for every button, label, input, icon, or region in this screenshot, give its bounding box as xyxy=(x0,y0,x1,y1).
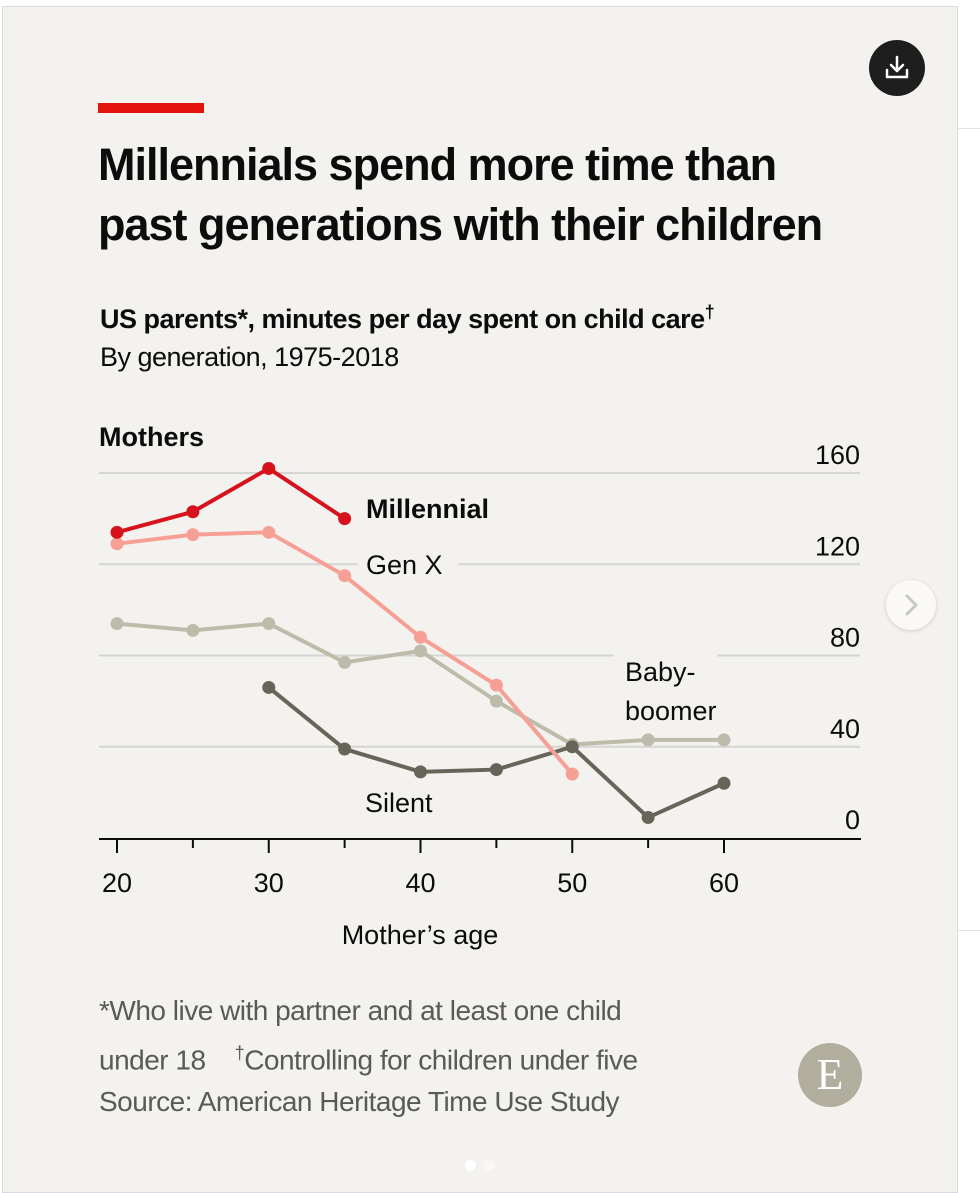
footnote-2b: Controlling for children under five xyxy=(244,1044,638,1076)
data-point-baby-boomer xyxy=(717,733,731,747)
economist-logo: E xyxy=(798,1043,862,1107)
data-point-baby-boomer xyxy=(489,694,503,708)
data-point-baby-boomer xyxy=(110,617,124,631)
footnote-2: under 18 †Controlling for children under… xyxy=(99,1032,638,1081)
data-point-silent xyxy=(717,776,731,790)
subtitle-text: US parents*, minutes per day spent on ch… xyxy=(100,304,705,334)
data-point-baby-boomer xyxy=(262,617,276,631)
data-point-gen-x xyxy=(186,528,200,542)
data-point-gen-x xyxy=(338,569,352,583)
y-tick-label: 0 xyxy=(845,805,860,835)
series-label-silent: Silent xyxy=(365,788,433,818)
data-point-gen-x xyxy=(565,767,579,781)
next-slide-button[interactable] xyxy=(886,580,936,630)
title-line-1: Millennials spend more time than xyxy=(98,139,777,190)
pagination-dots xyxy=(465,1158,503,1176)
pagination-dot[interactable] xyxy=(465,1160,476,1171)
data-point-gen-x xyxy=(414,630,427,644)
divider xyxy=(958,930,980,931)
chart-title: Millennials spend more time than past ge… xyxy=(98,135,898,255)
series-label-millennial: Millennial xyxy=(366,494,489,524)
x-tick-label: 50 xyxy=(557,868,587,898)
data-point-baby-boomer xyxy=(186,623,200,637)
data-point-gen-x xyxy=(110,537,124,551)
data-point-millennial xyxy=(338,512,352,526)
data-point-baby-boomer xyxy=(338,655,352,669)
title-line-2: past generations with their children xyxy=(98,199,823,250)
data-point-silent xyxy=(338,742,352,756)
chart-subtitle-2: By generation, 1975-2018 xyxy=(100,342,399,372)
data-point-silent xyxy=(262,680,276,694)
data-point-silent xyxy=(414,765,427,779)
dagger-mark: † xyxy=(704,302,715,322)
divider xyxy=(958,128,980,129)
data-point-millennial xyxy=(110,525,124,539)
footnote-1: *Who live with partner and at least one … xyxy=(99,995,622,1026)
y-tick-label: 40 xyxy=(830,714,860,744)
data-point-gen-x xyxy=(489,678,503,692)
chart-subtitle: US parents*, minutes per day spent on ch… xyxy=(100,302,715,335)
footnotes: *Who live with partner and at least one … xyxy=(99,990,638,1123)
x-tick-label: 30 xyxy=(254,868,284,898)
data-point-millennial xyxy=(262,461,276,475)
data-point-gen-x xyxy=(262,525,276,539)
x-tick-label: 40 xyxy=(405,868,435,898)
data-point-baby-boomer xyxy=(641,733,655,747)
data-point-baby-boomer xyxy=(414,644,427,658)
data-point-silent xyxy=(641,810,655,824)
data-point-millennial xyxy=(186,505,200,519)
series-label-baby-boomer: Baby- xyxy=(625,657,696,687)
y-tick-label: 80 xyxy=(830,623,860,653)
series-label-gen-x: Gen X xyxy=(366,550,443,580)
line-chart: Mothers 0 40 80 120 160 20 30 40 50 60 Millennia… xyxy=(99,422,861,950)
x-axis-label: Mother’s age xyxy=(342,920,499,950)
footnote-2a: under 18 xyxy=(99,1044,206,1076)
chart-card xyxy=(2,6,958,1193)
panel-title: Mothers xyxy=(99,422,204,452)
series-label-baby-boomer: boomer xyxy=(625,696,717,726)
series-line-gen-x xyxy=(116,530,574,776)
download-button[interactable] xyxy=(869,40,925,96)
dagger-mark: † xyxy=(234,1043,245,1063)
data-point-silent xyxy=(565,740,579,754)
pagination-dot[interactable] xyxy=(484,1160,495,1171)
series-line-millennial xyxy=(116,466,346,535)
accent-bar xyxy=(98,103,204,113)
y-tick-label: 120 xyxy=(815,531,860,561)
chevron-right-icon xyxy=(905,594,918,616)
x-tick-label: 60 xyxy=(709,868,739,898)
x-tick-label: 20 xyxy=(102,868,132,898)
download-icon xyxy=(885,55,909,79)
y-tick-label: 160 xyxy=(815,440,860,470)
source-note: Source: American Heritage Time Use Study xyxy=(99,1086,620,1118)
data-point-silent xyxy=(489,763,503,777)
